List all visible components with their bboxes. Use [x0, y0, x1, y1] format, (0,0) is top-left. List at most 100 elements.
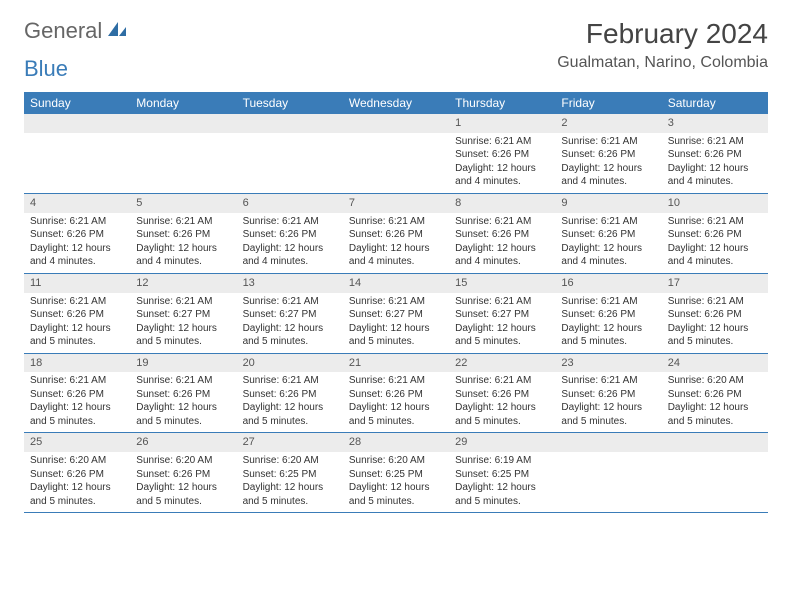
- weekday-header-row: SundayMondayTuesdayWednesdayThursdayFrid…: [24, 92, 768, 114]
- daylight-line: Daylight: 12 hours and 5 minutes.: [561, 322, 655, 349]
- logo: General: [24, 18, 130, 44]
- sunset-line: Sunset: 6:27 PM: [349, 308, 443, 322]
- sunrise-line: Sunrise: 6:21 AM: [243, 374, 337, 388]
- daylight-line: Daylight: 12 hours and 5 minutes.: [668, 322, 762, 349]
- weekday-cell: Sunday: [24, 92, 130, 114]
- day-body: Sunrise: 6:19 AMSunset: 6:25 PMDaylight:…: [449, 452, 555, 512]
- month-title: February 2024: [557, 18, 768, 50]
- day-number: 22: [449, 354, 555, 373]
- day-number: 26: [130, 433, 236, 452]
- sunrise-line: Sunrise: 6:21 AM: [455, 215, 549, 229]
- sunset-line: Sunset: 6:27 PM: [136, 308, 230, 322]
- day-number: [555, 433, 661, 452]
- daylight-line: Daylight: 12 hours and 5 minutes.: [668, 401, 762, 428]
- location-subtitle: Gualmatan, Narino, Colombia: [557, 54, 768, 72]
- sunrise-line: Sunrise: 6:21 AM: [136, 374, 230, 388]
- day-number: 24: [662, 354, 768, 373]
- sunrise-line: Sunrise: 6:21 AM: [30, 374, 124, 388]
- day-body: Sunrise: 6:20 AMSunset: 6:26 PMDaylight:…: [24, 452, 130, 512]
- sunset-line: Sunset: 6:26 PM: [243, 228, 337, 242]
- daylight-line: Daylight: 12 hours and 5 minutes.: [30, 481, 124, 508]
- sunset-line: Sunset: 6:25 PM: [349, 468, 443, 482]
- sunrise-line: Sunrise: 6:19 AM: [455, 454, 549, 468]
- day-number: 20: [237, 354, 343, 373]
- sunset-line: Sunset: 6:26 PM: [455, 228, 549, 242]
- day-number: 15: [449, 274, 555, 293]
- week-row: 25Sunrise: 6:20 AMSunset: 6:26 PMDayligh…: [24, 433, 768, 513]
- sunrise-line: Sunrise: 6:21 AM: [349, 295, 443, 309]
- logo-text-blue: Blue: [24, 56, 68, 82]
- sunrise-line: Sunrise: 6:21 AM: [349, 215, 443, 229]
- day-body: [24, 133, 130, 139]
- weekday-cell: Tuesday: [237, 92, 343, 114]
- day-cell: 21Sunrise: 6:21 AMSunset: 6:26 PMDayligh…: [343, 354, 449, 433]
- sunrise-line: Sunrise: 6:20 AM: [136, 454, 230, 468]
- day-body: Sunrise: 6:21 AMSunset: 6:26 PMDaylight:…: [24, 372, 130, 432]
- daylight-line: Daylight: 12 hours and 5 minutes.: [243, 481, 337, 508]
- daylight-line: Daylight: 12 hours and 5 minutes.: [30, 322, 124, 349]
- daylight-line: Daylight: 12 hours and 4 minutes.: [455, 162, 549, 189]
- day-number: 12: [130, 274, 236, 293]
- sunset-line: Sunset: 6:27 PM: [243, 308, 337, 322]
- day-body: Sunrise: 6:20 AMSunset: 6:26 PMDaylight:…: [662, 372, 768, 432]
- day-cell: 3Sunrise: 6:21 AMSunset: 6:26 PMDaylight…: [662, 114, 768, 193]
- sunrise-line: Sunrise: 6:21 AM: [668, 135, 762, 149]
- day-body: Sunrise: 6:21 AMSunset: 6:26 PMDaylight:…: [449, 133, 555, 193]
- day-cell: 22Sunrise: 6:21 AMSunset: 6:26 PMDayligh…: [449, 354, 555, 433]
- day-cell: 5Sunrise: 6:21 AMSunset: 6:26 PMDaylight…: [130, 194, 236, 273]
- sunset-line: Sunset: 6:26 PM: [561, 388, 655, 402]
- day-cell-empty: [555, 433, 661, 512]
- sunset-line: Sunset: 6:26 PM: [668, 148, 762, 162]
- sunrise-line: Sunrise: 6:21 AM: [349, 374, 443, 388]
- day-body: [555, 452, 661, 458]
- day-cell: 11Sunrise: 6:21 AMSunset: 6:26 PMDayligh…: [24, 274, 130, 353]
- sunset-line: Sunset: 6:25 PM: [243, 468, 337, 482]
- week-row: 4Sunrise: 6:21 AMSunset: 6:26 PMDaylight…: [24, 194, 768, 274]
- day-cell-empty: [237, 114, 343, 193]
- logo-sail-icon: [106, 18, 128, 44]
- day-number: 11: [24, 274, 130, 293]
- daylight-line: Daylight: 12 hours and 5 minutes.: [349, 481, 443, 508]
- sunrise-line: Sunrise: 6:21 AM: [561, 215, 655, 229]
- day-number: 21: [343, 354, 449, 373]
- sunrise-line: Sunrise: 6:21 AM: [30, 215, 124, 229]
- day-cell: 13Sunrise: 6:21 AMSunset: 6:27 PMDayligh…: [237, 274, 343, 353]
- day-cell: 12Sunrise: 6:21 AMSunset: 6:27 PMDayligh…: [130, 274, 236, 353]
- day-cell-empty: [343, 114, 449, 193]
- sunset-line: Sunset: 6:26 PM: [30, 468, 124, 482]
- sunset-line: Sunset: 6:26 PM: [668, 388, 762, 402]
- daylight-line: Daylight: 12 hours and 4 minutes.: [243, 242, 337, 269]
- day-cell: 28Sunrise: 6:20 AMSunset: 6:25 PMDayligh…: [343, 433, 449, 512]
- day-cell: 9Sunrise: 6:21 AMSunset: 6:26 PMDaylight…: [555, 194, 661, 273]
- sunrise-line: Sunrise: 6:21 AM: [561, 135, 655, 149]
- day-number: 9: [555, 194, 661, 213]
- day-body: Sunrise: 6:21 AMSunset: 6:26 PMDaylight:…: [555, 293, 661, 353]
- sunrise-line: Sunrise: 6:20 AM: [30, 454, 124, 468]
- sunset-line: Sunset: 6:25 PM: [455, 468, 549, 482]
- day-body: Sunrise: 6:21 AMSunset: 6:26 PMDaylight:…: [343, 213, 449, 273]
- day-body: Sunrise: 6:21 AMSunset: 6:26 PMDaylight:…: [555, 372, 661, 432]
- day-number: 5: [130, 194, 236, 213]
- daylight-line: Daylight: 12 hours and 4 minutes.: [668, 242, 762, 269]
- sunrise-line: Sunrise: 6:21 AM: [455, 374, 549, 388]
- day-number: [24, 114, 130, 133]
- day-cell: 7Sunrise: 6:21 AMSunset: 6:26 PMDaylight…: [343, 194, 449, 273]
- sunset-line: Sunset: 6:26 PM: [455, 148, 549, 162]
- sunrise-line: Sunrise: 6:21 AM: [561, 295, 655, 309]
- day-body: [343, 133, 449, 139]
- sunrise-line: Sunrise: 6:21 AM: [136, 295, 230, 309]
- week-row: 18Sunrise: 6:21 AMSunset: 6:26 PMDayligh…: [24, 354, 768, 434]
- sunrise-line: Sunrise: 6:21 AM: [136, 215, 230, 229]
- day-body: [130, 133, 236, 139]
- day-body: Sunrise: 6:21 AMSunset: 6:27 PMDaylight:…: [343, 293, 449, 353]
- day-body: Sunrise: 6:21 AMSunset: 6:27 PMDaylight:…: [237, 293, 343, 353]
- sunset-line: Sunset: 6:26 PM: [349, 388, 443, 402]
- day-number: 18: [24, 354, 130, 373]
- day-cell: 26Sunrise: 6:20 AMSunset: 6:26 PMDayligh…: [130, 433, 236, 512]
- day-body: Sunrise: 6:21 AMSunset: 6:26 PMDaylight:…: [130, 372, 236, 432]
- sunset-line: Sunset: 6:26 PM: [136, 388, 230, 402]
- day-number: [130, 114, 236, 133]
- day-cell: 16Sunrise: 6:21 AMSunset: 6:26 PMDayligh…: [555, 274, 661, 353]
- calendar: SundayMondayTuesdayWednesdayThursdayFrid…: [24, 92, 768, 513]
- daylight-line: Daylight: 12 hours and 5 minutes.: [243, 401, 337, 428]
